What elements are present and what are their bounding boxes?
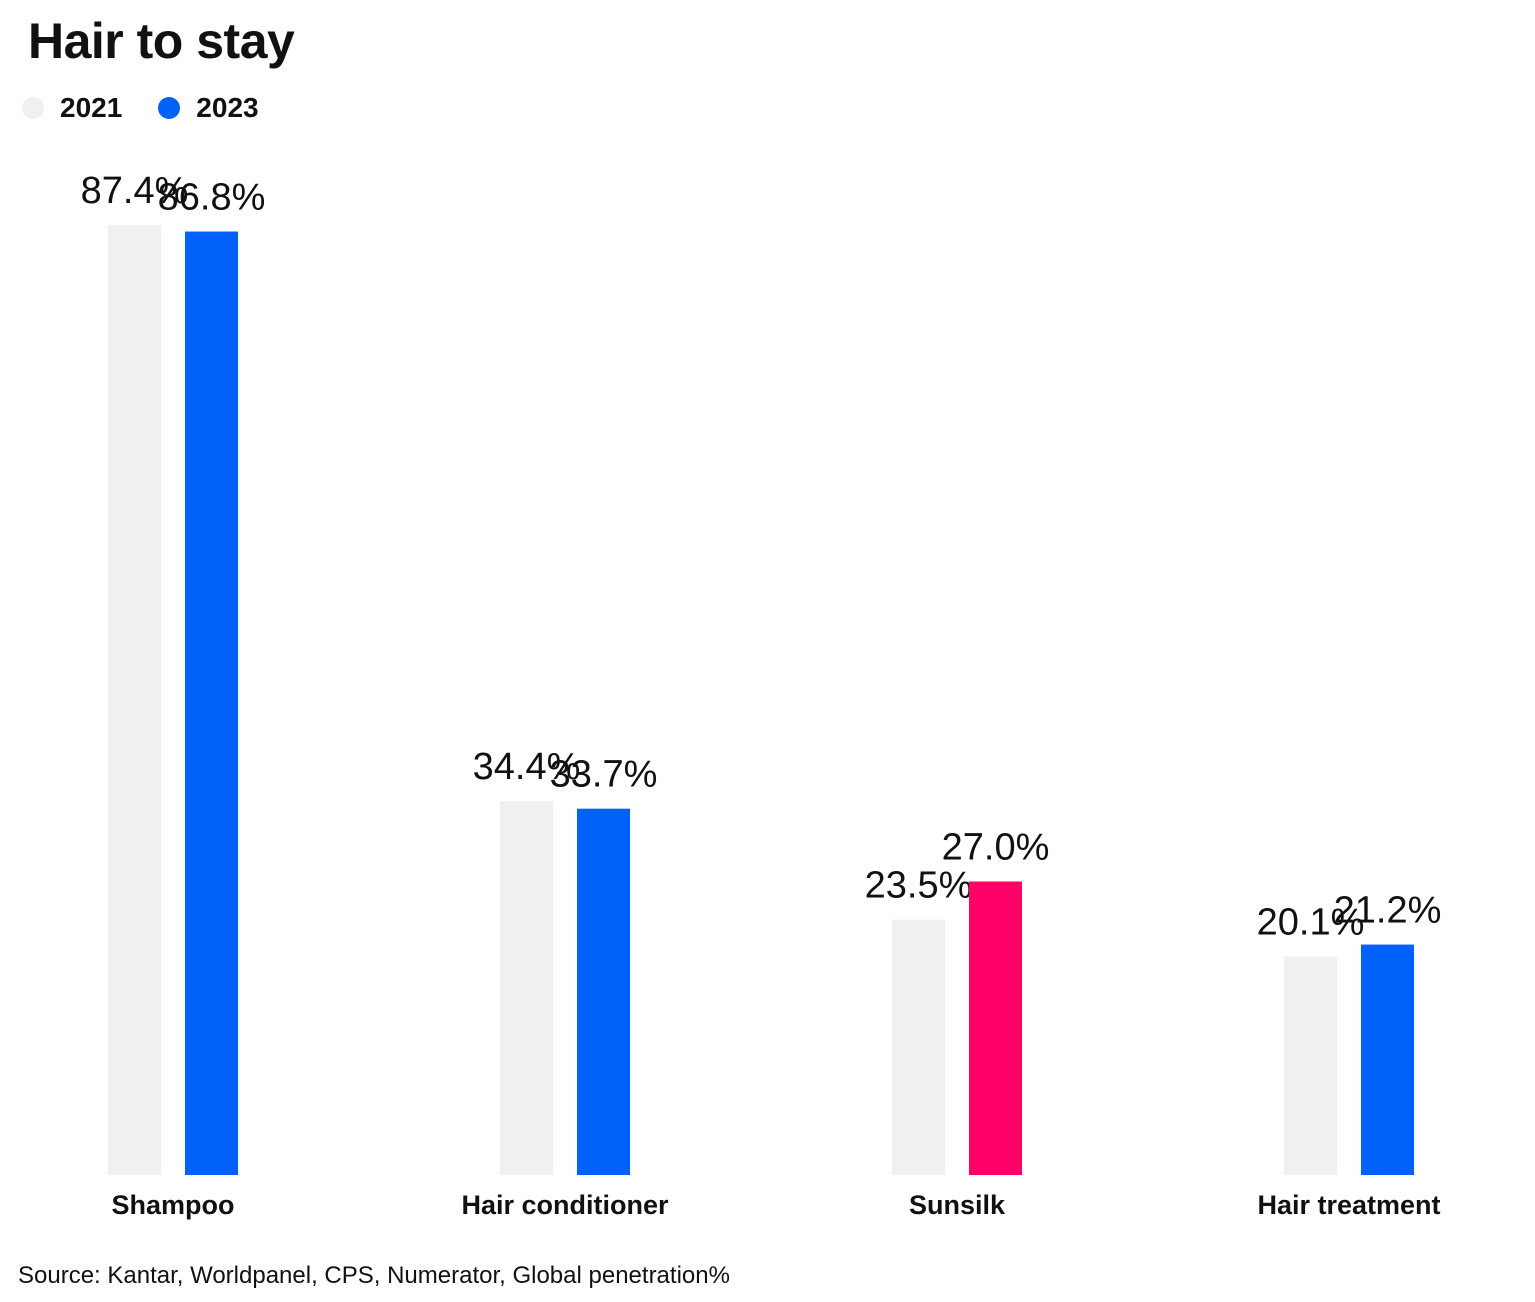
legend-label-2023: 2023 — [196, 92, 259, 123]
chart-title: Hair to stay — [28, 13, 295, 69]
category-label: Sunsilk — [909, 1190, 1006, 1220]
value-label-shampoo-2023: 86.8% — [158, 177, 266, 219]
source-note: Source: Kantar, Worldpanel, CPS, Numerat… — [18, 1262, 730, 1289]
bar-hair-conditioner-2021 — [500, 801, 553, 1175]
bar-hair-conditioner-2023 — [577, 808, 630, 1175]
legend-label-2021: 2021 — [60, 92, 123, 123]
bar-sunsilk-2023 — [969, 881, 1022, 1175]
legend-dot-2023 — [158, 97, 181, 119]
legend-item-2023: 2023 — [158, 92, 259, 124]
value-label-hair-conditioner-2023: 33.7% — [550, 754, 658, 796]
category-label: Hair conditioner — [461, 1190, 669, 1220]
bar-hair-treatment-2021 — [1284, 956, 1337, 1175]
bar-shampoo-2021 — [108, 225, 161, 1175]
bar-sunsilk-2021 — [892, 919, 945, 1175]
bar-hair-treatment-2023 — [1361, 944, 1414, 1175]
value-label-hair-treatment-2021: 20.1% — [1257, 902, 1365, 944]
value-label-hair-treatment-2023: 21.2% — [1334, 890, 1442, 932]
value-label-shampoo-2021: 87.4% — [81, 170, 189, 212]
legend-dot-2021 — [22, 97, 44, 119]
legend-item-2021: 2021 — [22, 92, 122, 124]
value-label-sunsilk-2023: 27.0% — [942, 827, 1050, 869]
bar-shampoo-2023 — [185, 231, 238, 1176]
category-label: Shampoo — [111, 1190, 234, 1220]
category-label: Hair treatment — [1257, 1190, 1440, 1220]
value-label-hair-conditioner-2021: 34.4% — [473, 746, 581, 788]
legend: 2021 2023 — [22, 92, 295, 124]
value-label-sunsilk-2021: 23.5% — [865, 865, 973, 907]
